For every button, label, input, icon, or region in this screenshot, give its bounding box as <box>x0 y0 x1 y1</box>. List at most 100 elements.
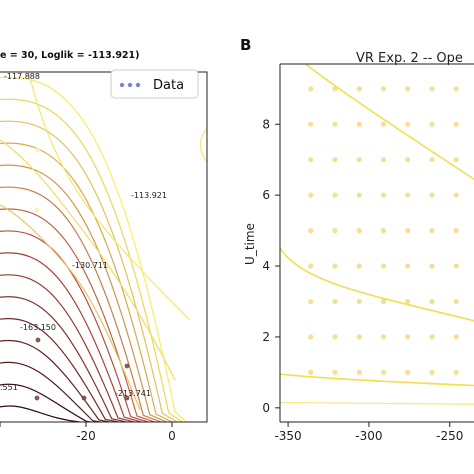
contour-line <box>0 340 114 422</box>
contour-line <box>280 373 474 387</box>
panel-b-title: VR Exp. 2 -- Ope <box>356 51 463 66</box>
y-tick-label: 2 <box>262 330 270 344</box>
data-point <box>124 363 130 369</box>
data-point <box>332 263 338 269</box>
data-point <box>308 334 314 340</box>
legend-marker-dot <box>119 82 125 88</box>
data-point <box>429 298 435 305</box>
panel-a-x-ticks: -20 0 <box>0 422 176 443</box>
data-point <box>380 369 387 375</box>
data-point <box>35 147 41 153</box>
contour-label: -130.711 <box>72 261 108 270</box>
data-point <box>308 298 314 305</box>
data-point <box>34 207 40 213</box>
contour-line <box>199 127 207 163</box>
data-point <box>356 121 362 127</box>
data-point <box>308 86 314 92</box>
data-point <box>380 157 387 163</box>
data-point <box>124 395 130 401</box>
data-point <box>405 121 411 127</box>
data-point <box>405 157 411 163</box>
contour-line <box>280 247 474 322</box>
panel-a-frame <box>0 71 208 423</box>
data-point <box>429 263 435 269</box>
panel-b-y-ticks: 0 2 4 6 8 <box>262 117 280 415</box>
x-tick-label: -300 <box>355 429 382 443</box>
data-point <box>405 192 411 198</box>
data-point <box>453 263 459 269</box>
contour-label: -163.150 <box>20 323 56 332</box>
data-point <box>332 298 338 305</box>
data-point <box>356 334 362 340</box>
data-point <box>453 192 459 198</box>
data-point <box>356 157 362 163</box>
legend-marker-dot <box>135 82 141 88</box>
data-point <box>380 298 387 305</box>
data-point <box>332 157 338 163</box>
data-point <box>332 192 338 198</box>
panel-b-x-ticks: -350 -300 -250 <box>274 422 463 443</box>
contour-line <box>0 120 179 422</box>
contour-line <box>0 186 163 422</box>
panel-b-contours <box>280 64 474 405</box>
x-tick-label: -350 <box>274 429 301 443</box>
data-point <box>429 334 435 340</box>
data-point <box>308 263 314 269</box>
data-point <box>429 86 435 92</box>
data-point <box>380 263 387 269</box>
contour-label: -117.888 <box>4 72 40 81</box>
data-point <box>308 369 314 375</box>
contour-line <box>0 252 144 422</box>
panel-b-data-points <box>308 86 459 375</box>
contour-line <box>0 208 157 422</box>
data-point <box>35 337 41 343</box>
panel-b-letter: B <box>240 36 251 54</box>
data-point <box>332 228 338 234</box>
data-point <box>308 192 314 198</box>
contour-line <box>0 318 122 422</box>
contour-line <box>304 64 474 181</box>
panel-a-legend: Data <box>110 69 199 99</box>
contour-line <box>0 361 105 422</box>
data-point <box>405 369 411 375</box>
contour-label: -113.921 <box>131 191 167 200</box>
data-point <box>380 228 387 234</box>
contour-line <box>0 76 188 422</box>
data-point <box>453 334 459 340</box>
data-point <box>308 121 314 127</box>
x-tick-label: 0 <box>168 429 176 443</box>
data-point <box>405 263 411 269</box>
data-point <box>356 228 362 234</box>
data-point <box>356 263 362 269</box>
contour-line <box>0 139 176 381</box>
panel-a-contours <box>0 72 207 422</box>
data-point <box>405 334 411 340</box>
data-point <box>356 298 362 305</box>
contour-line <box>0 142 174 422</box>
data-point <box>332 121 338 127</box>
data-point <box>405 298 411 305</box>
data-point <box>356 192 362 198</box>
data-point <box>429 369 435 375</box>
data-point <box>453 157 459 163</box>
data-point <box>332 369 338 375</box>
y-tick-label: 4 <box>262 259 270 273</box>
data-point <box>453 228 459 234</box>
contour-line <box>27 72 191 321</box>
data-point <box>429 228 435 234</box>
data-point <box>453 369 459 375</box>
data-point <box>380 192 387 198</box>
data-point <box>308 228 314 234</box>
data-point <box>81 395 87 401</box>
data-point <box>429 121 435 127</box>
data-point <box>34 395 40 401</box>
data-point <box>453 86 459 92</box>
x-tick-label: -20 <box>76 429 96 443</box>
contour-line <box>0 405 85 422</box>
x-tick-label: -250 <box>436 429 463 443</box>
data-point <box>405 228 411 234</box>
contour-line <box>0 296 130 422</box>
y-tick-label: 0 <box>262 401 270 415</box>
contour-label: .551 <box>0 383 18 392</box>
data-point <box>453 121 459 127</box>
